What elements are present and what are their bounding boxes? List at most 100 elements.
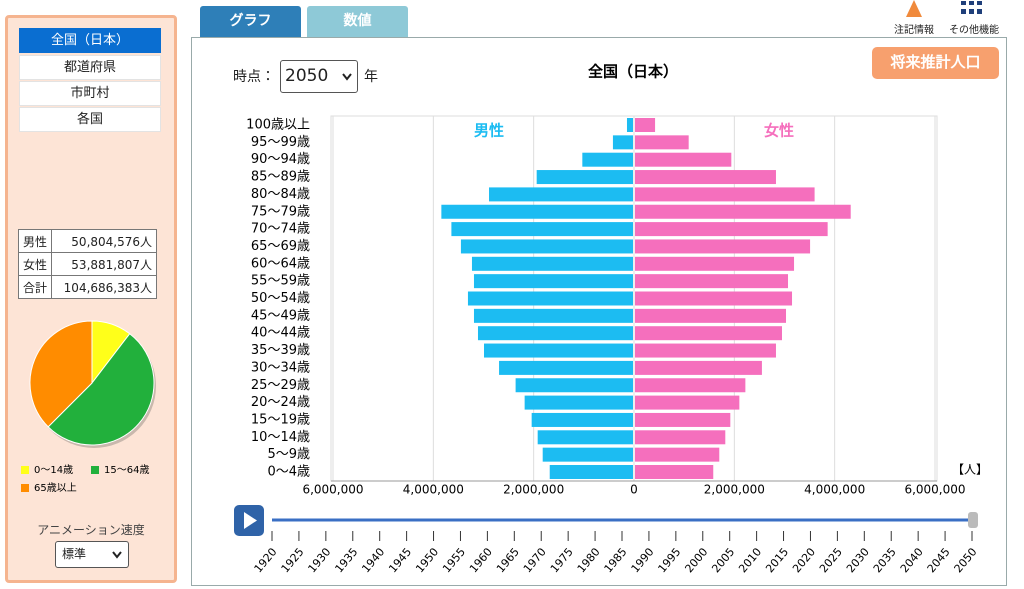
bar	[635, 274, 789, 289]
y-tick-label: 20～24歳	[251, 395, 310, 410]
y-tick-label: 55～59歳	[251, 274, 310, 289]
x-tick-label: 6,000,000	[302, 483, 363, 497]
legend-label: 0～14歳	[34, 464, 73, 476]
sidebar: 全国（日本） 都道府県 市町村 各国 男性 50,804,576人 女性 53,88…	[5, 15, 177, 583]
year-select[interactable]: 2050	[280, 60, 358, 93]
cell: 女性	[17, 252, 53, 276]
year-label: 2000	[682, 546, 710, 576]
y-tick-label: 10～14歳	[251, 430, 310, 445]
bar	[515, 378, 633, 393]
bar	[441, 204, 633, 219]
year-label: 2035	[871, 546, 899, 576]
year-unit: 年	[364, 69, 378, 85]
more-link[interactable]: その他機能	[949, 25, 999, 36]
y-tick-label: 30～34歳	[251, 360, 310, 375]
y-tick-label: 75～79歳	[251, 204, 310, 219]
bar	[635, 360, 762, 375]
bar	[460, 239, 633, 254]
region-button[interactable]: 各国	[19, 107, 161, 132]
x-tick-label: 4,000,000	[403, 483, 464, 497]
y-tick-label: 5～9歳	[267, 447, 310, 462]
bar	[635, 256, 795, 271]
bar	[635, 430, 726, 445]
legend-label: 女性	[764, 122, 794, 140]
graph-tab[interactable]: グラフ	[200, 6, 301, 38]
year-label: 1925	[279, 546, 307, 576]
legend-swatch	[21, 466, 29, 474]
year-label: 1995	[655, 546, 683, 576]
future-button[interactable]: 将来推計人口	[872, 47, 999, 79]
chart-panel	[191, 37, 1007, 586]
year-label: 2050	[952, 546, 980, 576]
numbers-tab[interactable]: 数値	[307, 6, 408, 38]
y-tick-label: 70～74歳	[251, 222, 310, 237]
x-tick-label: 0	[630, 483, 638, 497]
year-label: 1935	[332, 546, 360, 576]
bar	[635, 308, 787, 323]
cell: 50,804,576人	[51, 229, 158, 253]
year-value: 2050	[285, 66, 329, 86]
bar	[531, 412, 633, 427]
region-button[interactable]: 全国（日本）	[19, 28, 161, 53]
cell: 合計	[17, 275, 53, 299]
bar	[484, 343, 633, 358]
bar	[536, 170, 633, 185]
y-tick-label: 100歳以上	[246, 118, 310, 133]
y-tick-label: 35～39歳	[251, 343, 310, 358]
year-label: 1965	[494, 546, 522, 576]
bar	[635, 204, 851, 219]
bar	[467, 291, 633, 306]
region-button[interactable]: 都道府県	[19, 55, 161, 80]
bar	[635, 395, 740, 410]
chevron	[342, 73, 352, 81]
region-button[interactable]: 市町村	[19, 81, 161, 106]
bar	[537, 430, 633, 445]
bar	[499, 360, 633, 375]
year-label: 1955	[440, 546, 468, 576]
year-label: 2025	[817, 546, 845, 576]
notes-link[interactable]: 注記情報	[894, 25, 934, 36]
slider-thumb[interactable]	[968, 512, 978, 528]
year-label: 2005	[709, 546, 737, 576]
x-tick-label: 2,000,000	[503, 483, 564, 497]
year-label: 2040	[898, 546, 926, 576]
pie-slice	[29, 320, 93, 428]
bar	[471, 256, 633, 271]
bar	[612, 135, 633, 150]
y-tick-label: 65～69歳	[251, 239, 310, 254]
x-tick-label: 2,000,000	[704, 483, 765, 497]
year-label: 1970	[521, 546, 549, 576]
y-tick-label: 80～84歳	[251, 187, 310, 202]
chevron	[112, 551, 122, 559]
year-label: 1950	[413, 546, 441, 576]
year-label: 1940	[359, 546, 387, 576]
bar	[635, 152, 732, 167]
speed-select[interactable]: 標準	[55, 541, 129, 568]
y-tick-label: 25～29歳	[251, 378, 310, 393]
bar	[635, 326, 782, 341]
bar	[635, 378, 746, 393]
year-label: 1975	[548, 546, 576, 576]
y-tick-label: 85～89歳	[251, 170, 310, 185]
x-unit: 【人】	[952, 463, 988, 477]
y-tick-label: 45～49歳	[251, 308, 310, 323]
y-tick-label: 50～54歳	[251, 291, 310, 306]
bar	[626, 118, 633, 132]
y-tick-label: 0～4歳	[267, 465, 310, 480]
year-label: 1980	[575, 546, 603, 576]
y-tick-label: 60～64歳	[251, 256, 310, 271]
x-tick-label: 4,000,000	[804, 483, 865, 497]
y-tick-label: 95～99歳	[251, 135, 310, 150]
bar	[635, 187, 815, 202]
pie-slice	[47, 333, 155, 446]
bar	[635, 343, 776, 358]
legend-swatch	[91, 466, 99, 474]
menu-icon	[961, 1, 982, 14]
bar	[635, 447, 720, 462]
legend-label: 男性	[474, 122, 504, 140]
totals-table: 男性 50,804,576人 女性 53,881,807人 合計 104,686,38…	[17, 229, 158, 299]
bar	[635, 135, 689, 150]
bar	[635, 291, 793, 306]
